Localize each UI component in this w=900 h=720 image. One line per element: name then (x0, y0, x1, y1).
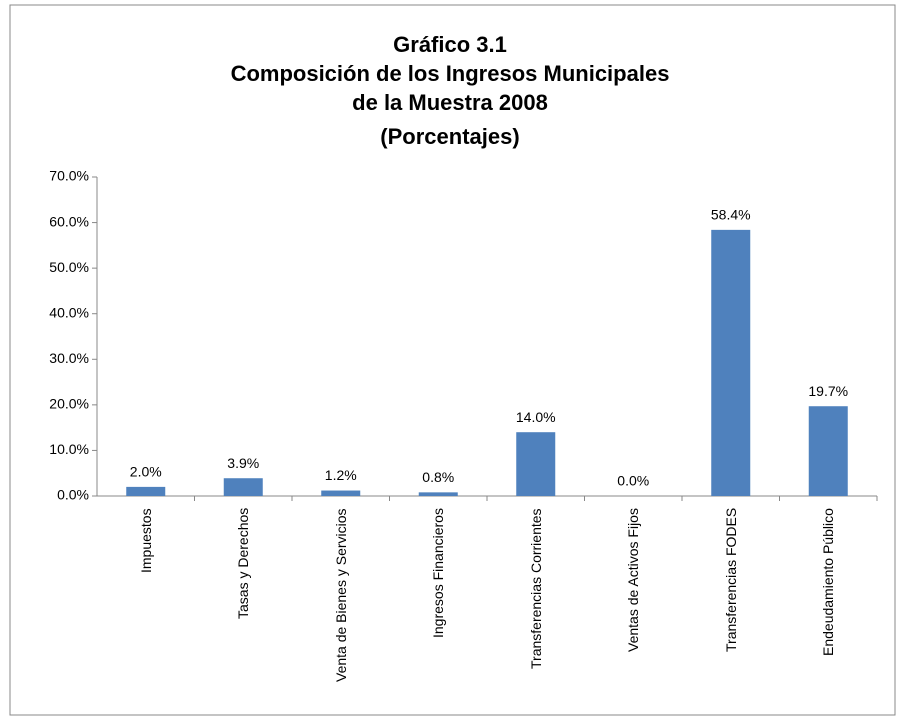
bar (223, 478, 263, 496)
chart-title: Gráfico 3.1 (393, 32, 507, 57)
data-label: 1.2% (325, 467, 357, 483)
x-tick-label: Venta de Bienes y Servicios (332, 508, 349, 682)
data-label: 2.0% (130, 464, 162, 480)
unit-label: (Porcentajes) (380, 124, 520, 149)
y-tick-label: 50.0% (49, 259, 89, 275)
data-label: 14.0% (516, 409, 556, 425)
bar (711, 229, 751, 496)
x-tick-label: Transferencias Corrientes (527, 508, 544, 669)
x-tick-label: Endeudamiento Público (820, 508, 837, 656)
x-tick-label: Tasas y Derechos (235, 508, 252, 620)
bar (126, 486, 166, 496)
data-label: 58.4% (711, 207, 751, 223)
data-label: 0.0% (617, 473, 649, 489)
x-tick-label: Impuestos (137, 508, 154, 573)
x-tick-label: Transferencias FODES (722, 508, 739, 653)
bar (516, 432, 556, 496)
y-tick-label: 20.0% (49, 396, 89, 412)
y-tick-label: 70.0% (49, 168, 89, 184)
data-label: 0.8% (422, 469, 454, 485)
data-label: 19.7% (808, 383, 848, 399)
y-tick-label: 40.0% (49, 304, 89, 320)
x-tick-label: Ventas de Activos Fijos (625, 508, 642, 652)
y-tick-label: 10.0% (49, 441, 89, 457)
data-label: 3.9% (227, 455, 259, 471)
y-tick-label: 30.0% (49, 350, 89, 366)
bar (808, 406, 848, 496)
y-tick-label: 0.0% (57, 487, 89, 503)
bar (321, 490, 361, 496)
x-tick-label: Ingresos Financieros (430, 508, 447, 638)
y-tick-label: 60.0% (49, 213, 89, 229)
chart-subtitle: Composición de los Ingresos Municipales … (230, 61, 670, 115)
bar (418, 492, 458, 496)
